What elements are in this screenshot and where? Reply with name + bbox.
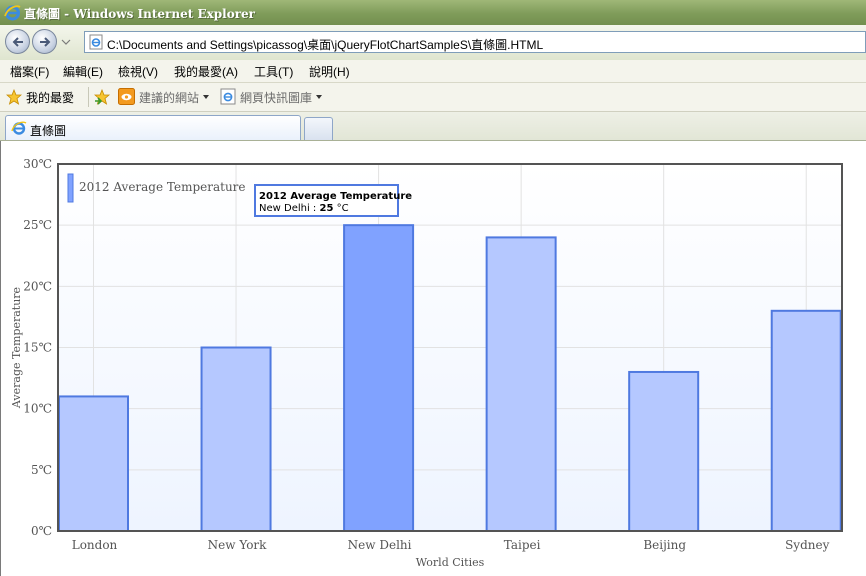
back-button[interactable] xyxy=(5,29,30,54)
x-tick-label: New York xyxy=(208,538,268,552)
tooltip-value: 25 xyxy=(319,203,333,214)
tooltip: 2012 Average Temperature New Delhi : 25 … xyxy=(254,184,412,217)
favorites-button[interactable]: 我的最愛 xyxy=(26,91,75,105)
x-tick-label: Beijing xyxy=(643,538,686,552)
bar-new-delhi[interactable] xyxy=(343,224,415,533)
bar-london[interactable] xyxy=(58,395,129,532)
legend-swatch xyxy=(67,173,74,203)
x-tick-label: Taipei xyxy=(504,538,541,552)
bar-chart: 0℃ 5℃ 10℃ 15℃ 20℃ 25℃ 30℃ London New York New De… xyxy=(10,157,843,569)
tooltip-city: New Delhi xyxy=(259,203,310,214)
x-tick-label: Sydney xyxy=(785,538,830,552)
address-bar[interactable]: C:\Documents and Settings\picassog\桌面\jQ… xyxy=(84,31,866,53)
navigation-bar: C:\Documents and Settings\picassog\桌面\jQ… xyxy=(0,25,866,61)
title-bar: 直條圖 - Windows Internet Explorer xyxy=(0,0,866,25)
forward-arrow-icon xyxy=(40,37,51,47)
menu-edit[interactable]: 編輯(E) xyxy=(63,65,103,79)
bar-sydney[interactable] xyxy=(770,309,842,532)
new-tab-button[interactable] xyxy=(304,117,333,140)
address-url: C:\Documents and Settings\picassog\桌面\jQ… xyxy=(107,38,544,52)
x-tick-label: New Delhi xyxy=(348,538,412,552)
y-axis-ticks: 0℃ 5℃ 10℃ 15℃ 20℃ 25℃ 30℃ xyxy=(23,157,52,538)
add-favorite-icon[interactable] xyxy=(94,89,111,105)
tab-bar: 直條圖 xyxy=(0,112,866,141)
suggested-sites-button[interactable]: 建議的網站 xyxy=(139,91,200,105)
y-tick-label: 30℃ xyxy=(23,157,52,171)
tab-label: 直條圖 xyxy=(30,124,67,138)
toolbar-separator xyxy=(88,87,89,107)
favorites-bar: 我的最愛 建議的網站 網頁快訊圖庫 xyxy=(0,83,866,112)
page-icon xyxy=(89,34,103,50)
y-tick-label: 0℃ xyxy=(31,524,52,538)
ie-logo-icon xyxy=(4,5,21,21)
bar-beijing[interactable] xyxy=(628,370,700,532)
tooltip-unit: °C xyxy=(333,203,348,214)
y-tick-label: 15℃ xyxy=(23,341,52,355)
suggested-sites-icon xyxy=(118,88,135,105)
menu-view[interactable]: 檢視(V) xyxy=(118,65,158,79)
tooltip-box xyxy=(254,184,399,217)
menu-file[interactable]: 檔案(F) xyxy=(10,65,50,79)
tooltip-title: 2012 Average Temperature xyxy=(259,191,412,202)
web-slice-gallery-button[interactable]: 網頁快訊圖庫 xyxy=(240,91,313,105)
x-axis-ticks: London New York New Delhi Taipei Beijing Sydn… xyxy=(72,538,830,552)
page-content: 0℃ 5℃ 10℃ 15℃ 20℃ 25℃ 30℃ London New York New De… xyxy=(0,141,866,576)
menu-bar: 檔案(F) 編輯(E) 檢視(V) 我的最愛(A) 工具(T) 說明(H) xyxy=(0,60,866,83)
y-tick-label: 10℃ xyxy=(23,402,52,416)
tab-active[interactable]: 直條圖 xyxy=(5,115,301,140)
recent-pages-dropdown-icon[interactable] xyxy=(61,38,71,46)
tab-page-icon xyxy=(11,121,27,135)
web-slice-icon xyxy=(220,88,236,105)
tooltip-body: New Delhi : 25 °C xyxy=(259,203,349,214)
menu-favorites[interactable]: 我的最愛(A) xyxy=(174,65,238,79)
web-slice-dropdown-icon[interactable] xyxy=(316,95,322,99)
tooltip-separator: : xyxy=(310,203,320,214)
back-arrow-icon xyxy=(12,37,23,47)
bar-new-york[interactable] xyxy=(200,346,272,532)
favorites-star-icon xyxy=(6,89,22,105)
y-tick-label: 20℃ xyxy=(23,279,52,293)
y-tick-label: 5℃ xyxy=(31,463,52,477)
bars xyxy=(58,224,842,533)
bar-taipei[interactable] xyxy=(485,236,557,533)
menu-help[interactable]: 說明(H) xyxy=(309,65,350,79)
legend-label: 2012 Average Temperature xyxy=(79,180,246,194)
window-title: 直條圖 - Windows Internet Explorer xyxy=(24,7,255,21)
suggested-sites-dropdown-icon[interactable] xyxy=(203,95,209,99)
menu-tools[interactable]: 工具(T) xyxy=(254,65,294,79)
legend: 2012 Average Temperature xyxy=(67,173,246,203)
y-tick-label: 25℃ xyxy=(23,218,52,232)
y-axis-title: Average Temperature xyxy=(10,287,23,409)
plot-border xyxy=(57,163,843,532)
x-tick-label: London xyxy=(72,538,118,552)
forward-button[interactable] xyxy=(32,29,57,54)
x-axis-title: World Cities xyxy=(416,556,485,569)
